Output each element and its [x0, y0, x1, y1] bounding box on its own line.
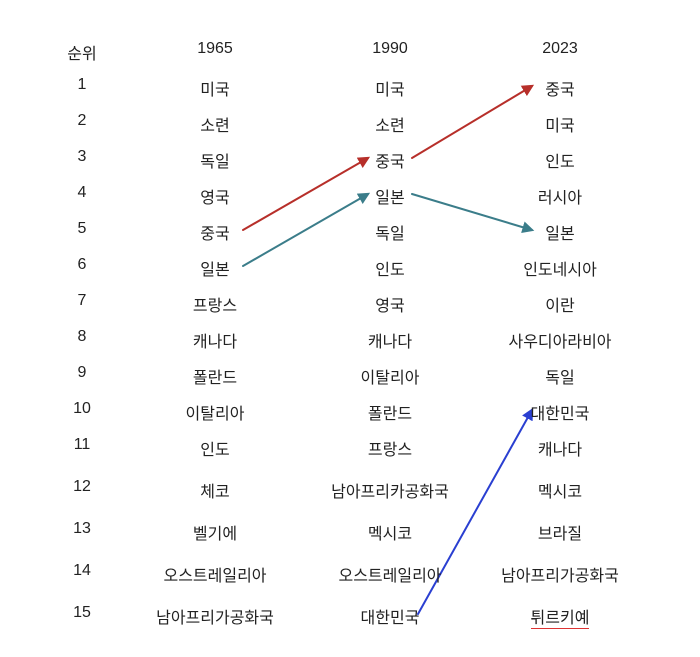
- country-cell: 중국: [485, 76, 635, 100]
- country-cell: 벨기에: [140, 520, 290, 544]
- country-cell: 프랑스: [140, 292, 290, 316]
- year-header-0: 1965: [140, 40, 290, 58]
- country-cell: 캐나다: [315, 328, 465, 352]
- country-cell: 미국: [485, 112, 635, 136]
- country-cell: 일본: [315, 184, 465, 208]
- country-cell: 독일: [140, 148, 290, 172]
- country-cell: 영국: [140, 184, 290, 208]
- country-cell: 오스트레일리아: [140, 562, 290, 586]
- country-cell: 미국: [140, 76, 290, 100]
- rank-label: 14: [52, 562, 112, 580]
- country-cell: 이란: [485, 292, 635, 316]
- country-cell: 소련: [315, 112, 465, 136]
- rank-header: 순위: [52, 40, 112, 64]
- country-cell: 일본: [485, 220, 635, 244]
- rank-label: 2: [52, 112, 112, 130]
- country-cell: 이탈리아: [315, 364, 465, 388]
- country-cell: 대한민국: [315, 604, 465, 628]
- country-cell: 영국: [315, 292, 465, 316]
- country-cell: 이탈리아: [140, 400, 290, 424]
- country-cell: 남아프리가공화국: [485, 562, 635, 586]
- country-cell: 캐나다: [140, 328, 290, 352]
- country-cell: 남아프리가공화국: [140, 604, 290, 628]
- rank-label: 11: [52, 436, 112, 454]
- rank-label: 8: [52, 328, 112, 346]
- country-cell: 사우디아라비아: [485, 328, 635, 352]
- ranking-container: 순위 1965 1990 2023 123456789101112131415미…: [0, 0, 700, 657]
- year-header-1: 1990: [315, 40, 465, 58]
- rank-label: 9: [52, 364, 112, 382]
- country-cell: 미국: [315, 76, 465, 100]
- country-cell: 중국: [140, 220, 290, 244]
- rank-label: 12: [52, 478, 112, 496]
- rank-label: 4: [52, 184, 112, 202]
- country-cell: 폴란드: [140, 364, 290, 388]
- country-cell: 인도: [315, 256, 465, 280]
- rank-label: 5: [52, 220, 112, 238]
- country-cell: 남아프리카공화국: [315, 478, 465, 502]
- rank-label: 6: [52, 256, 112, 274]
- country-cell: 체코: [140, 478, 290, 502]
- rank-label: 10: [52, 400, 112, 418]
- country-cell: 멕시코: [315, 520, 465, 544]
- country-cell: 폴란드: [315, 400, 465, 424]
- country-cell: 독일: [485, 364, 635, 388]
- country-cell: 멕시코: [485, 478, 635, 502]
- country-cell: 일본: [140, 256, 290, 280]
- country-cell: 캐나다: [485, 436, 635, 460]
- rank-label: 13: [52, 520, 112, 538]
- country-cell: 독일: [315, 220, 465, 244]
- rank-label: 7: [52, 292, 112, 310]
- country-cell: 소련: [140, 112, 290, 136]
- country-cell: 인도: [140, 436, 290, 460]
- rank-label: 15: [52, 604, 112, 622]
- country-cell: 러시아: [485, 184, 635, 208]
- country-cell: 인도네시아: [485, 256, 635, 280]
- country-cell: 프랑스: [315, 436, 465, 460]
- country-cell: 인도: [485, 148, 635, 172]
- rank-label: 1: [52, 76, 112, 94]
- country-cell: 대한민국: [485, 400, 635, 424]
- country-cell: 튀르키예: [485, 604, 635, 628]
- country-cell: 브라질: [485, 520, 635, 544]
- country-cell: 중국: [315, 148, 465, 172]
- year-header-2: 2023: [485, 40, 635, 58]
- rank-label: 3: [52, 148, 112, 166]
- country-cell: 오스트레일리아: [315, 562, 465, 586]
